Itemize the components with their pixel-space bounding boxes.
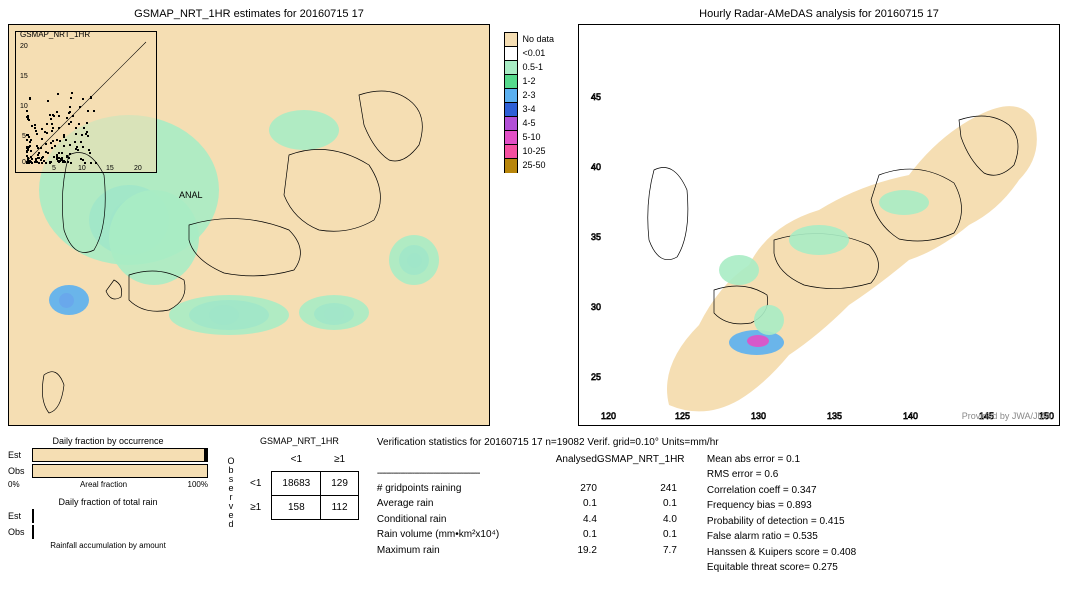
axis-right: 100% [188,480,208,489]
axis-center: Areal fraction [80,480,127,489]
credit-text: Provided by JWA/JMA [962,411,1051,421]
obs-label: Obs [8,466,32,476]
observed-side-label: Observed [226,456,236,528]
radar-panel: Hourly Radar-AMeDAS analysis for 2016071… [578,8,1060,426]
col-model: GSMAP_NRT_1HR [597,452,677,468]
bottom-row: Daily fraction by occurrence Est Obs 0% … [8,436,1072,576]
svg-text:30: 30 [591,302,601,312]
est-occurrence-bar [32,448,208,462]
obs-rain-bar [32,525,34,539]
ct-cell-b: 129 [321,472,359,496]
svg-text:40: 40 [591,162,601,172]
stats-block: Verification statistics for 20160715 17 … [377,436,1072,576]
radar-map: 25 30 35 40 45 120 125 130 135 140 145 1… [578,24,1060,426]
svg-text:25: 25 [591,372,601,382]
svg-text:35: 35 [591,232,601,242]
top-map-row: GSMAP_NRT_1HR estimates for 20160715 17 … [8,8,1072,426]
svg-text:120: 120 [601,411,616,421]
contingency-block: Observed GSMAP_NRT_1HR <1 ≥1 <1 18683 12… [226,436,359,528]
est-label: Est [8,450,32,460]
contingency-table: <1 ≥1 <1 18683 129 ≥1 158 112 [240,448,359,520]
svg-text:140: 140 [903,411,918,421]
svg-text:135: 135 [827,411,842,421]
color-legend: No data<0.010.5-11-22-33-44-55-1010-2525… [504,32,554,172]
rain-title: Daily fraction of total rain [8,497,208,507]
fraction-bars: Daily fraction by occurrence Est Obs 0% … [8,436,208,550]
ct-cell-c: 158 [272,496,321,520]
svg-text:45: 45 [591,92,601,102]
radar-title: Hourly Radar-AMeDAS analysis for 2016071… [578,8,1060,20]
ct-cell-a: 18683 [272,472,321,496]
axis-left: 0% [8,480,20,489]
occurrence-title: Daily fraction by occurrence [8,436,208,446]
stats-header: Verification statistics for 20160715 17 … [377,436,1072,450]
rain-caption: Rainfall accumulation by amount [50,541,166,550]
gsmap-panel: GSMAP_NRT_1HR estimates for 20160715 17 … [8,8,490,426]
gsmap-title: GSMAP_NRT_1HR estimates for 20160715 17 [8,8,490,20]
svg-text:130: 130 [751,411,766,421]
gsmap-map: GSMAP_NRT_1HR 20 15 10 5 0 5 10 15 20 AN… [8,24,490,426]
obs-occurrence-bar [32,464,208,478]
est-rain-bar [32,509,34,523]
ct-cell-d: 112 [321,496,359,520]
contingency-title: GSMAP_NRT_1HR [240,436,359,446]
svg-text:125: 125 [675,411,690,421]
col-analysed: Analysed [537,452,597,468]
